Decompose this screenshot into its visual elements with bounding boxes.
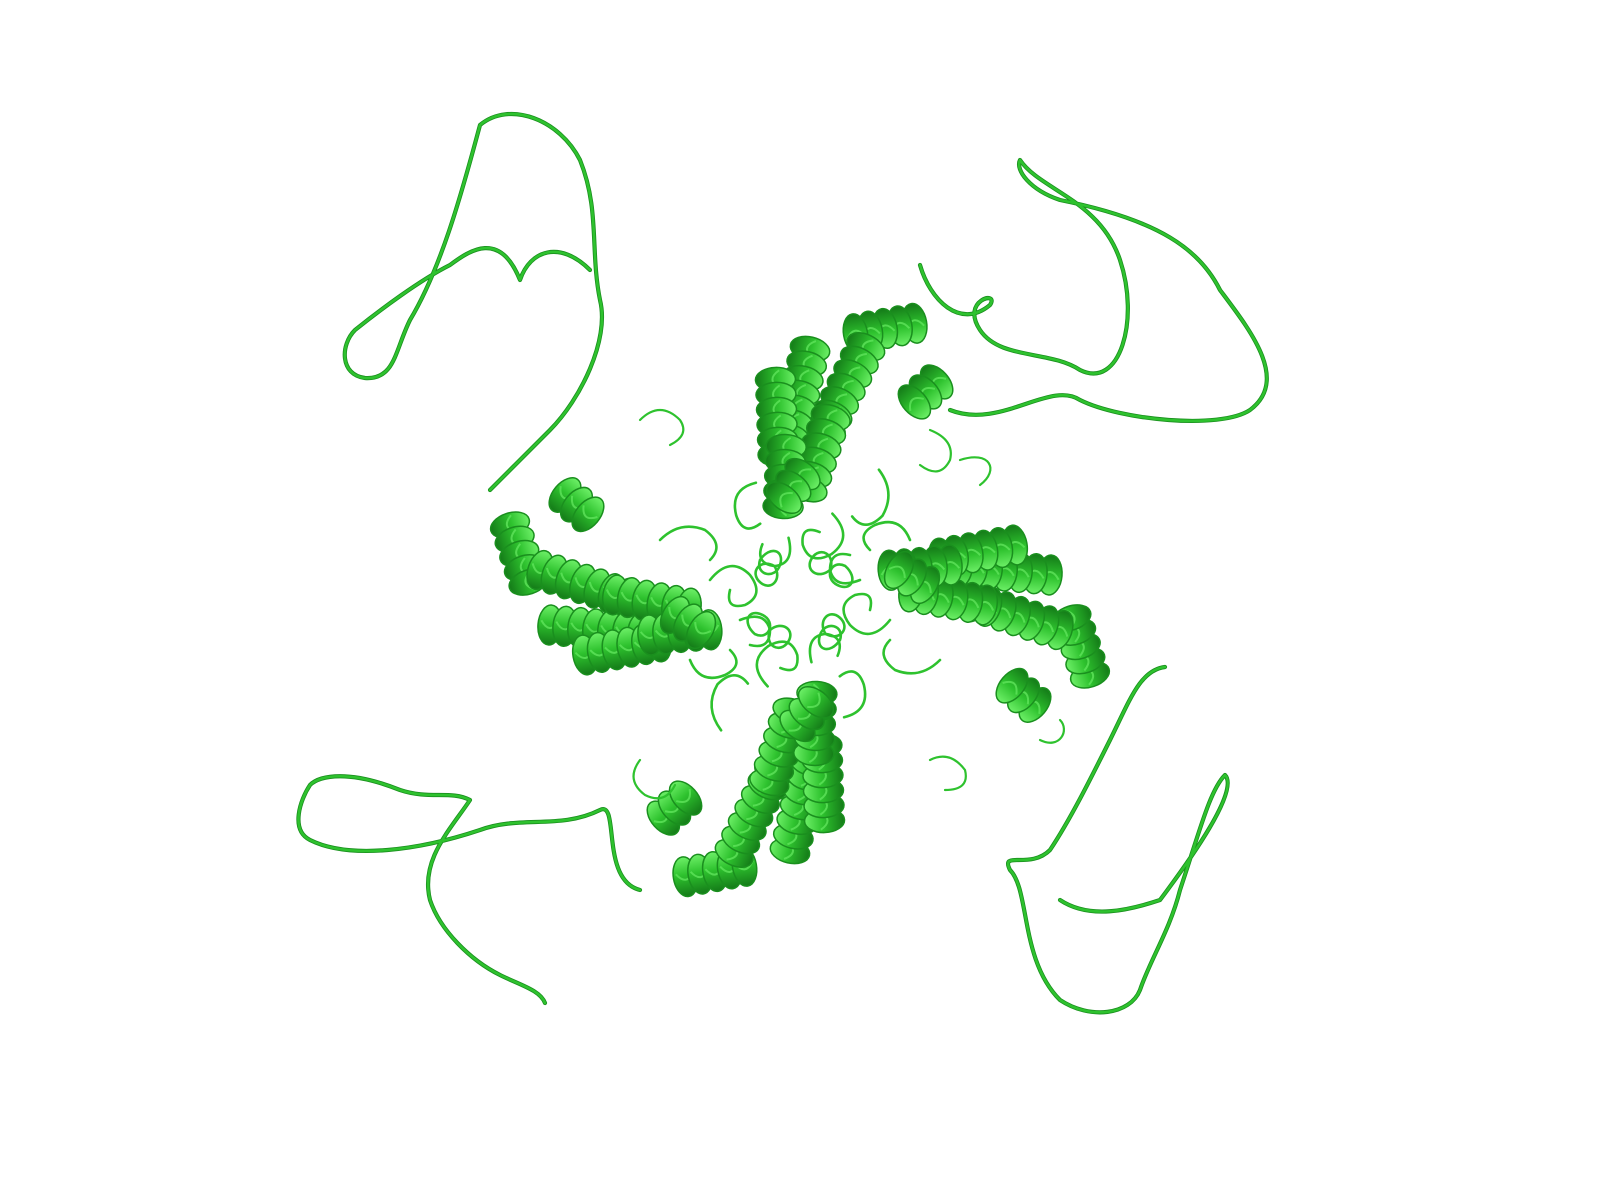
helix-highlight: [779, 492, 793, 508]
helix-turn: [797, 685, 835, 719]
alpha-helix: [646, 780, 703, 836]
coil-loop: [928, 755, 967, 792]
coil-loop: [842, 592, 892, 636]
alpha-helix: [897, 364, 954, 420]
coil-loop: [828, 552, 862, 585]
helix-highlight: [909, 397, 925, 412]
alpha-helix: [801, 732, 846, 834]
helix-turn: [668, 780, 703, 816]
coil-loop: [638, 408, 685, 447]
coil-loop: [708, 564, 758, 608]
alpha-helix: [995, 667, 1052, 723]
coil-loop: [958, 456, 992, 487]
terminal-tail-2: [918, 158, 1269, 423]
helix-turn: [685, 610, 717, 650]
helix-highlight: [675, 788, 691, 803]
coil-loop: [808, 551, 833, 576]
terminal-tail-shadow: [342, 111, 605, 493]
helix-turn: [765, 481, 803, 515]
subunit-4: [646, 611, 867, 898]
alpha-helix: [659, 595, 717, 650]
coil-loop: [746, 611, 772, 637]
helix-highlight: [1002, 680, 1018, 695]
alpha-helix: [883, 550, 941, 605]
helix-turn: [571, 496, 605, 533]
helix-highlight: [807, 692, 821, 708]
helix-highlight: [582, 505, 598, 520]
coil-loop: [632, 758, 677, 800]
subunit-1: [489, 477, 792, 680]
tetramer-core: [489, 302, 1111, 898]
coil-loop: [828, 563, 854, 589]
helix-highlight: [888, 565, 906, 579]
coil-loop: [821, 613, 846, 638]
coil-loop: [1038, 718, 1065, 744]
coil-loop: [755, 640, 799, 688]
terminal-tail-4: [297, 774, 642, 1005]
helix-turn: [883, 550, 915, 590]
coil-loop: [918, 428, 952, 473]
subunit-2: [733, 302, 954, 589]
coil-loop: [733, 481, 762, 530]
disordered-tails: [296, 111, 1269, 1015]
coil-loop: [838, 670, 867, 719]
coil-loop: [738, 615, 772, 648]
terminal-tail-3: [1006, 665, 1229, 1014]
coil-loop: [710, 673, 750, 732]
coil-loop: [882, 638, 942, 675]
helix-highlight: [694, 621, 712, 635]
coil-loop: [688, 648, 738, 680]
terminal-tail-shadow: [917, 157, 1269, 423]
alpha-helix: [765, 457, 821, 515]
helix-turn: [897, 384, 932, 420]
coil-loop: [754, 562, 779, 587]
coil-loop: [658, 525, 718, 562]
terminal-tail-shadow: [1006, 664, 1230, 1015]
alpha-helix: [548, 477, 605, 533]
subunit-3: [808, 520, 1111, 723]
terminal-tail-shadow: [296, 774, 643, 1006]
terminal-tail-1: [343, 112, 604, 492]
coil-loop: [850, 468, 890, 527]
alpha-helix: [779, 685, 835, 743]
coil-loop: [862, 520, 912, 552]
helix-turn: [995, 667, 1029, 704]
